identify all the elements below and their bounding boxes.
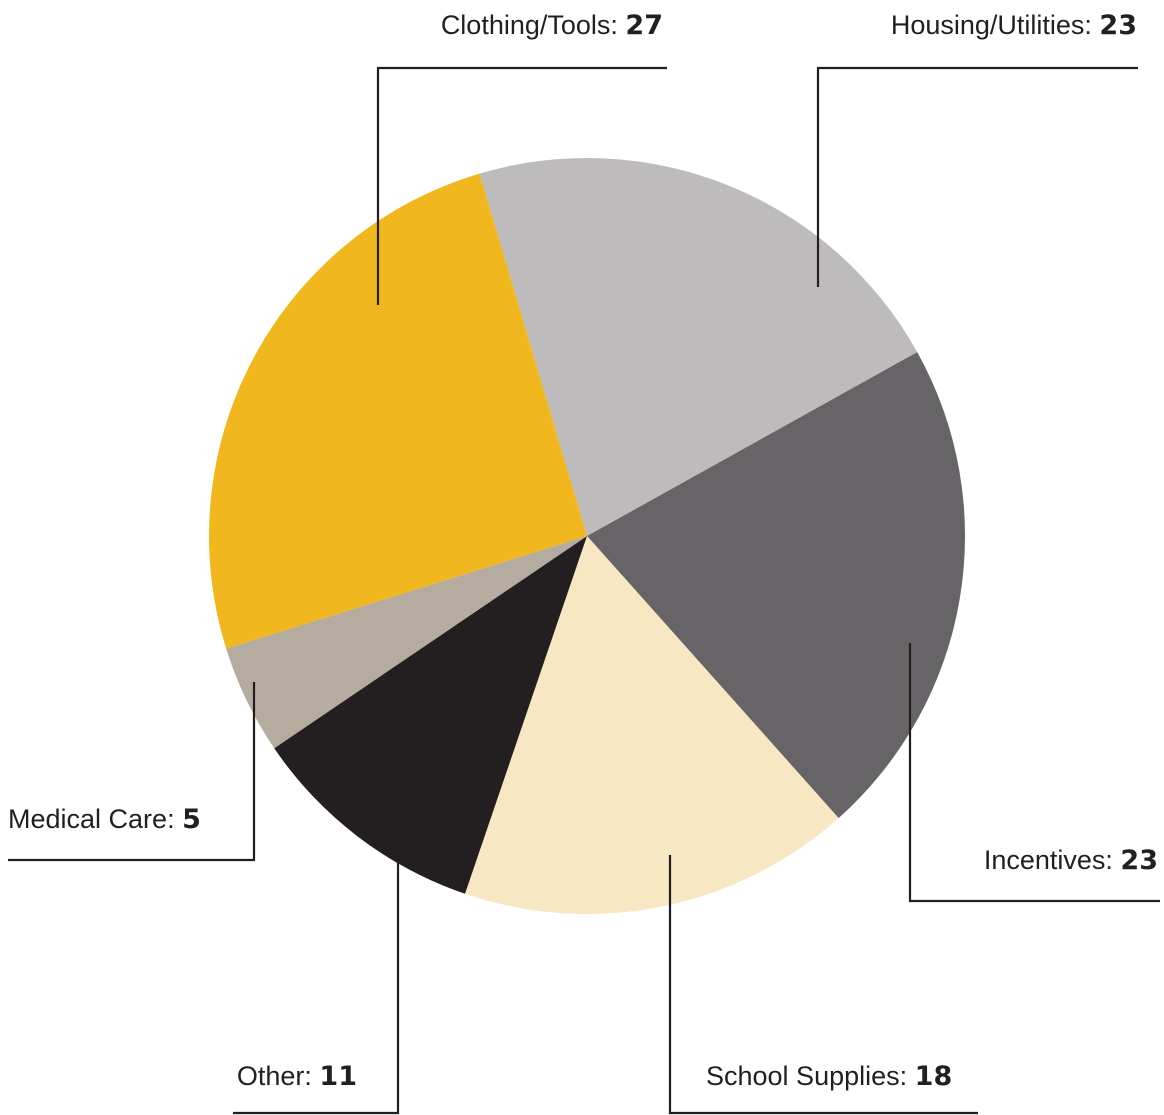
leader-line-incentives: [908, 643, 1160, 903]
callout-medical-care: Medical Care: 5: [8, 804, 201, 835]
leader-line-clothing-tools: [376, 66, 667, 305]
leader-line-other: [233, 832, 400, 1115]
leader-line-school-supplies: [668, 855, 978, 1115]
pie-slice-housing-utilities: [479, 158, 918, 537]
pie-slice-clothing-tools: [208, 173, 587, 649]
pie-slice-school-supplies: [465, 536, 839, 915]
callout-school-supplies: School Supplies: 18: [706, 1061, 952, 1092]
callout-incentives: Incentives: 23: [984, 845, 1158, 876]
leader-line-housing-utilities: [816, 66, 1138, 287]
callout-housing-utilities: Housing/Utilities: 23: [891, 10, 1137, 41]
leader-line-medical-care: [8, 682, 256, 862]
pie-slices: [208, 158, 965, 915]
pie-slice-incentives: [587, 352, 965, 819]
callout-other: Other: 11: [237, 1061, 357, 1092]
pie-slice-medical-care: [226, 536, 587, 749]
pie-slice-other: [274, 536, 587, 894]
callout-clothing-tools: Clothing/Tools: 27: [441, 10, 663, 41]
